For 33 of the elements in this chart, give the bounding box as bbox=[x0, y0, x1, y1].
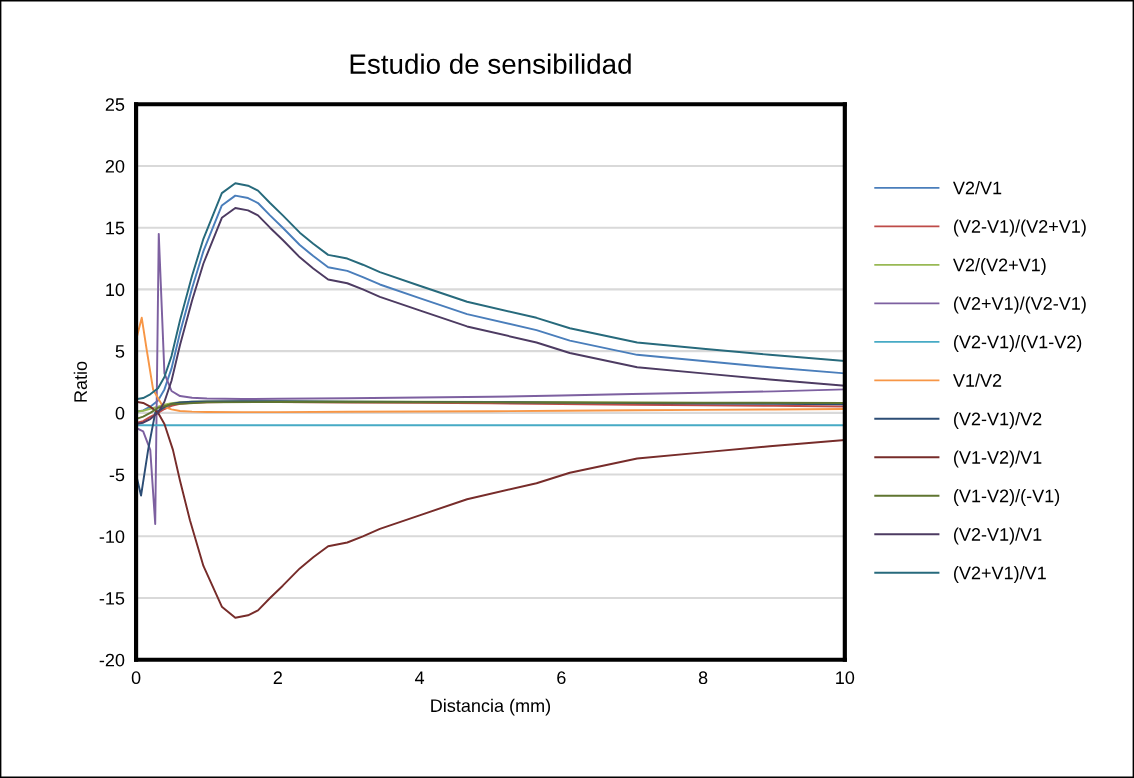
legend-label: V2/(V2+V1) bbox=[952, 258, 1046, 275]
legend-label: (V2+V1)/V1 bbox=[954, 566, 1046, 583]
x-tick-label: 10 bbox=[836, 671, 855, 685]
line-series bbox=[136, 400, 845, 619]
y-tick-label: -20 bbox=[99, 653, 125, 667]
legend-label: (V2-V1)/(V1-V2) bbox=[954, 335, 1082, 352]
y-tick-label: 25 bbox=[105, 98, 125, 111]
line-series bbox=[136, 232, 845, 525]
x-tick-label: 2 bbox=[273, 671, 282, 684]
y-tick-label: 15 bbox=[106, 221, 125, 235]
x-tick-label: 6 bbox=[557, 671, 566, 685]
y-tick-label: -5 bbox=[109, 468, 125, 482]
legend-label: V2/V1 bbox=[952, 181, 1002, 195]
legend-label: (V2-V1)/(V2+V1) bbox=[954, 219, 1086, 237]
x-axis-title: Distancia (mm) bbox=[431, 698, 551, 716]
legend-label: (V2-V1)/V2 bbox=[954, 412, 1042, 429]
x-tick-label: 0 bbox=[131, 671, 141, 685]
legend-label: (V1-V2)/V1 bbox=[954, 450, 1042, 468]
legend-label: (V2-V1)/V1 bbox=[954, 527, 1042, 545]
y-tick-label: 0 bbox=[115, 406, 125, 420]
chart-title: Estudio de sensibilidad bbox=[350, 53, 631, 74]
y-tick-label: 5 bbox=[115, 345, 125, 358]
y-tick-label: 20 bbox=[105, 159, 125, 173]
y-tick-label: 10 bbox=[106, 283, 125, 297]
y-tick-label: -10 bbox=[99, 530, 125, 544]
x-tick-label: 8 bbox=[698, 671, 708, 685]
y-tick-label: -15 bbox=[99, 592, 125, 605]
x-tick-label: 4 bbox=[414, 671, 425, 684]
line-series bbox=[136, 316, 845, 414]
legend-label: (V1-V2)/(-V1) bbox=[954, 489, 1060, 506]
y-axis-title: Ratio bbox=[73, 361, 87, 402]
legend-label: (V2+V1)/(V2-V1) bbox=[954, 296, 1086, 314]
legend-label: V1/V2 bbox=[952, 373, 1002, 387]
